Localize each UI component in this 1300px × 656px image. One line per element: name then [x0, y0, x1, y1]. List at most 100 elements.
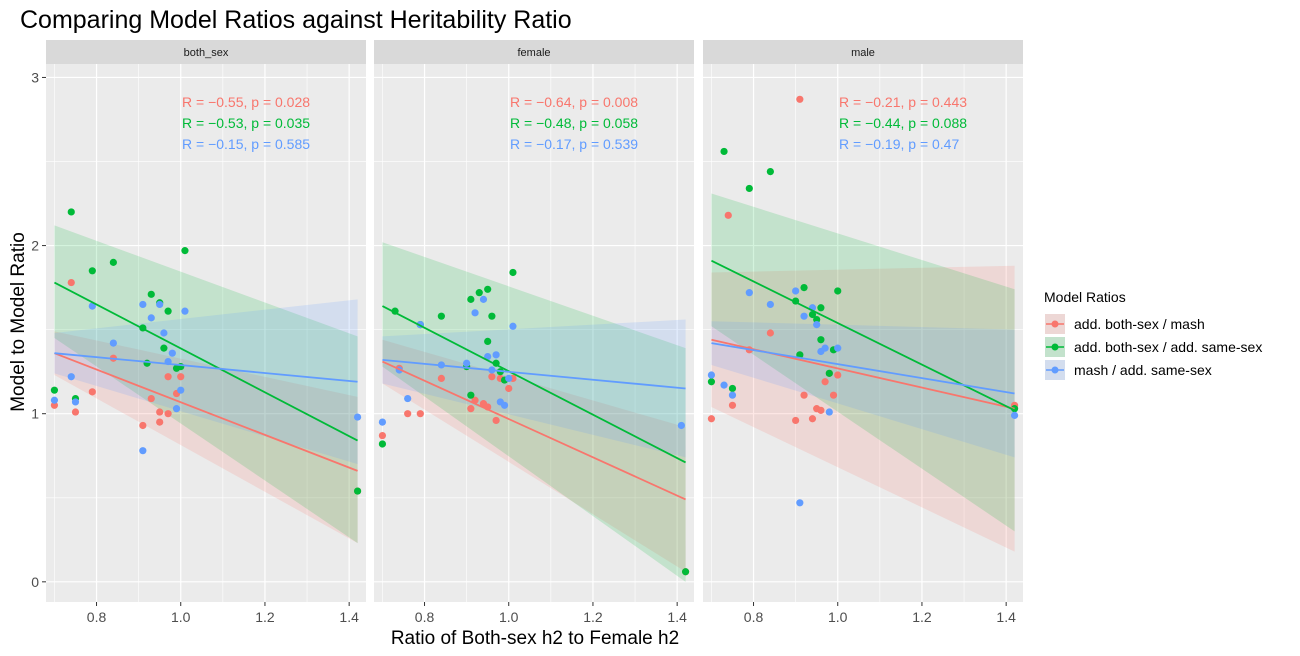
x-tick-label: 0.8	[415, 609, 435, 625]
data-point	[147, 394, 155, 403]
data-point	[728, 384, 737, 393]
data-point	[834, 371, 842, 379]
data-point	[88, 388, 96, 396]
data-point	[500, 401, 509, 409]
regression-line	[382, 359, 686, 390]
data-point	[475, 289, 483, 297]
data-point	[707, 371, 716, 379]
data-point	[67, 373, 75, 381]
data-point	[492, 416, 500, 425]
y-tick-label: 1	[31, 406, 39, 422]
regression-line	[382, 305, 686, 464]
panel-male: male R = −0.21, p = 0.443 R = −0.44, p = 0…	[703, 40, 1023, 625]
legend-item: add. both-sex / add. same-sex	[1045, 337, 1262, 357]
strip-label: female	[517, 47, 550, 59]
data-point	[817, 304, 825, 312]
data-point	[479, 295, 488, 303]
data-point	[484, 337, 492, 346]
data-point	[50, 386, 59, 394]
data-point	[720, 147, 728, 156]
x-tick-label: 1.2	[255, 609, 275, 625]
panel-both_sex: both_sex R = −0.55, p = 0.028 R = −0.53, p…	[46, 40, 366, 625]
stat-label: R = −0.44, p = 0.088	[839, 115, 967, 131]
data-point	[139, 421, 147, 430]
data-point	[160, 344, 168, 352]
data-point	[147, 290, 155, 298]
data-point	[796, 499, 804, 507]
data-point	[484, 352, 492, 361]
data-point	[834, 287, 842, 295]
data-point	[471, 309, 479, 317]
data-point	[834, 344, 842, 352]
data-point	[720, 381, 728, 389]
x-axis-title: Ratio of Both-sex h2 to Female h2	[391, 628, 679, 649]
data-point	[71, 398, 80, 406]
data-point	[177, 386, 185, 394]
data-point	[825, 369, 833, 377]
y-tick-label: 2	[31, 238, 39, 254]
data-point	[164, 307, 172, 315]
panel-background	[703, 64, 1023, 602]
data-point	[109, 258, 117, 266]
legend: Model Ratios add. both-sex / mash add. bo…	[1044, 289, 1262, 380]
data-point	[404, 410, 412, 418]
data-point	[378, 431, 387, 440]
data-point	[172, 405, 181, 413]
data-point	[353, 487, 362, 495]
data-point	[792, 416, 800, 425]
data-point	[168, 349, 176, 357]
data-point	[745, 289, 753, 297]
data-point	[378, 418, 387, 426]
data-point	[378, 440, 387, 448]
data-point	[463, 359, 471, 367]
stat-label: R = −0.64, p = 0.008	[510, 94, 638, 110]
data-point	[800, 391, 808, 399]
data-point	[488, 312, 496, 320]
data-point	[707, 378, 716, 386]
y-tick-label: 3	[31, 69, 39, 85]
data-point	[813, 320, 821, 329]
x-tick-label: 1.4	[667, 609, 687, 625]
data-point	[821, 344, 829, 352]
confidence-band	[54, 225, 358, 544]
legend-title: Model Ratios	[1044, 289, 1126, 305]
stat-label: R = −0.55, p = 0.028	[182, 94, 310, 110]
data-point	[67, 208, 75, 216]
data-point	[50, 401, 59, 409]
data-point	[829, 391, 838, 399]
data-point	[147, 314, 155, 322]
x-tick-label: 1.0	[499, 609, 519, 625]
data-point	[156, 418, 164, 426]
data-point	[509, 322, 517, 330]
data-point	[160, 329, 168, 337]
data-point	[821, 378, 829, 386]
data-point	[88, 267, 96, 275]
data-point	[813, 315, 821, 324]
data-point	[766, 168, 774, 176]
data-point	[156, 408, 164, 416]
stat-label: R = −0.17, p = 0.539	[510, 136, 638, 152]
data-point	[404, 394, 412, 403]
data-point	[745, 184, 753, 193]
x-tick-label: 1.2	[912, 609, 932, 625]
data-point	[164, 373, 172, 381]
stat-label: R = −0.19, p = 0.47	[839, 136, 959, 152]
regression-line	[54, 281, 358, 442]
confidence-band	[382, 242, 686, 582]
data-point	[437, 374, 445, 382]
data-point	[88, 302, 96, 310]
data-point	[484, 285, 492, 293]
legend-key-point	[1051, 366, 1059, 374]
strip-background	[374, 40, 694, 64]
data-point	[156, 300, 164, 309]
stat-label: R = −0.53, p = 0.035	[182, 115, 310, 131]
data-point	[109, 339, 117, 347]
data-point	[509, 268, 517, 277]
x-tick-label: 1.4	[996, 609, 1016, 625]
data-point	[50, 396, 59, 404]
data-point	[724, 211, 732, 219]
data-point	[677, 421, 685, 430]
data-point	[139, 300, 147, 309]
data-point	[177, 373, 185, 381]
